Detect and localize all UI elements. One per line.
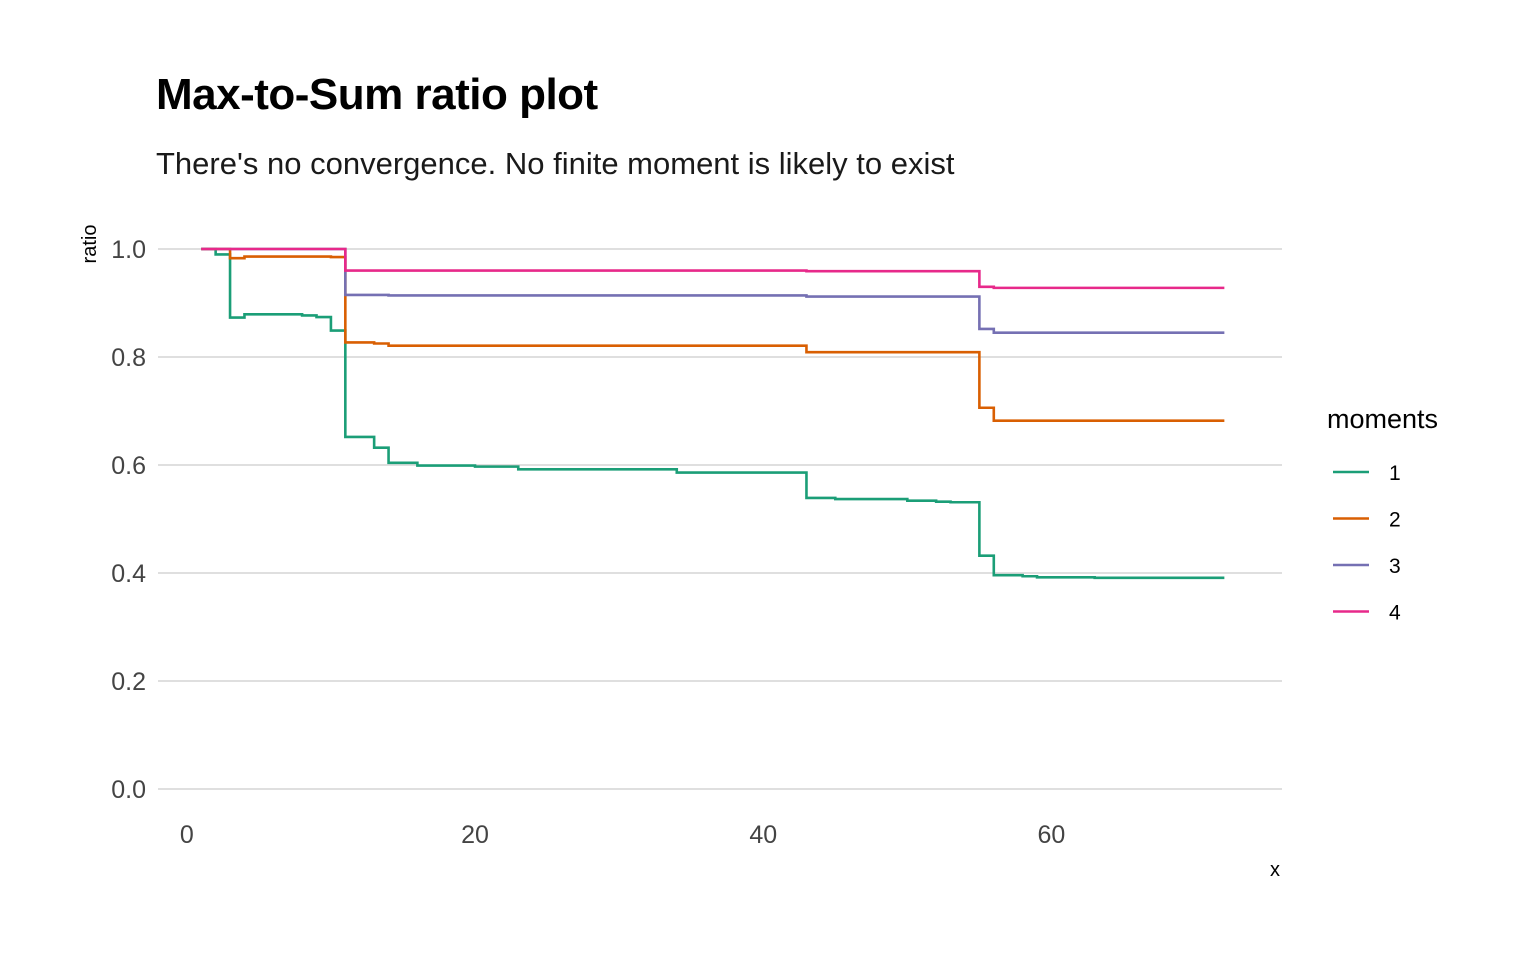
legend-label: 1 — [1389, 462, 1401, 485]
series-line-2 — [201, 247, 1225, 423]
y-tick-label: 1.0 — [111, 236, 146, 264]
series-line-4 — [201, 247, 1225, 290]
chart-title: Max-to-Sum ratio plot — [156, 70, 598, 119]
legend: moments 1 2 3 4 — [1327, 404, 1438, 625]
y-axis-label: ratio — [79, 225, 101, 264]
y-tick-label: 0.0 — [111, 776, 146, 804]
y-tick-label: 0.4 — [111, 560, 146, 588]
legend-label: 2 — [1389, 509, 1401, 532]
chart-subtitle: There's no convergence. No finite moment… — [156, 146, 955, 181]
series-lines — [201, 247, 1225, 580]
x-axis-label: x — [1270, 859, 1280, 881]
y-tick-label: 0.8 — [111, 344, 146, 372]
series-line-1 — [201, 247, 1225, 580]
x-tick-label: 20 — [461, 821, 489, 849]
series-line-3 — [201, 247, 1225, 334]
y-axis-ticks: 0.0 0.2 0.4 0.6 0.8 1.0 — [111, 236, 146, 804]
x-tick-label: 60 — [1038, 821, 1066, 849]
y-tick-label: 0.6 — [111, 452, 146, 480]
legend-label: 3 — [1389, 555, 1401, 578]
x-axis-ticks: 0 20 40 60 — [180, 821, 1065, 849]
legend-title: moments — [1327, 404, 1438, 434]
legend-label: 4 — [1389, 602, 1401, 625]
x-tick-label: 0 — [180, 821, 194, 849]
grid-lines — [158, 248, 1282, 790]
x-tick-label: 40 — [749, 821, 777, 849]
y-tick-label: 0.2 — [111, 668, 146, 696]
